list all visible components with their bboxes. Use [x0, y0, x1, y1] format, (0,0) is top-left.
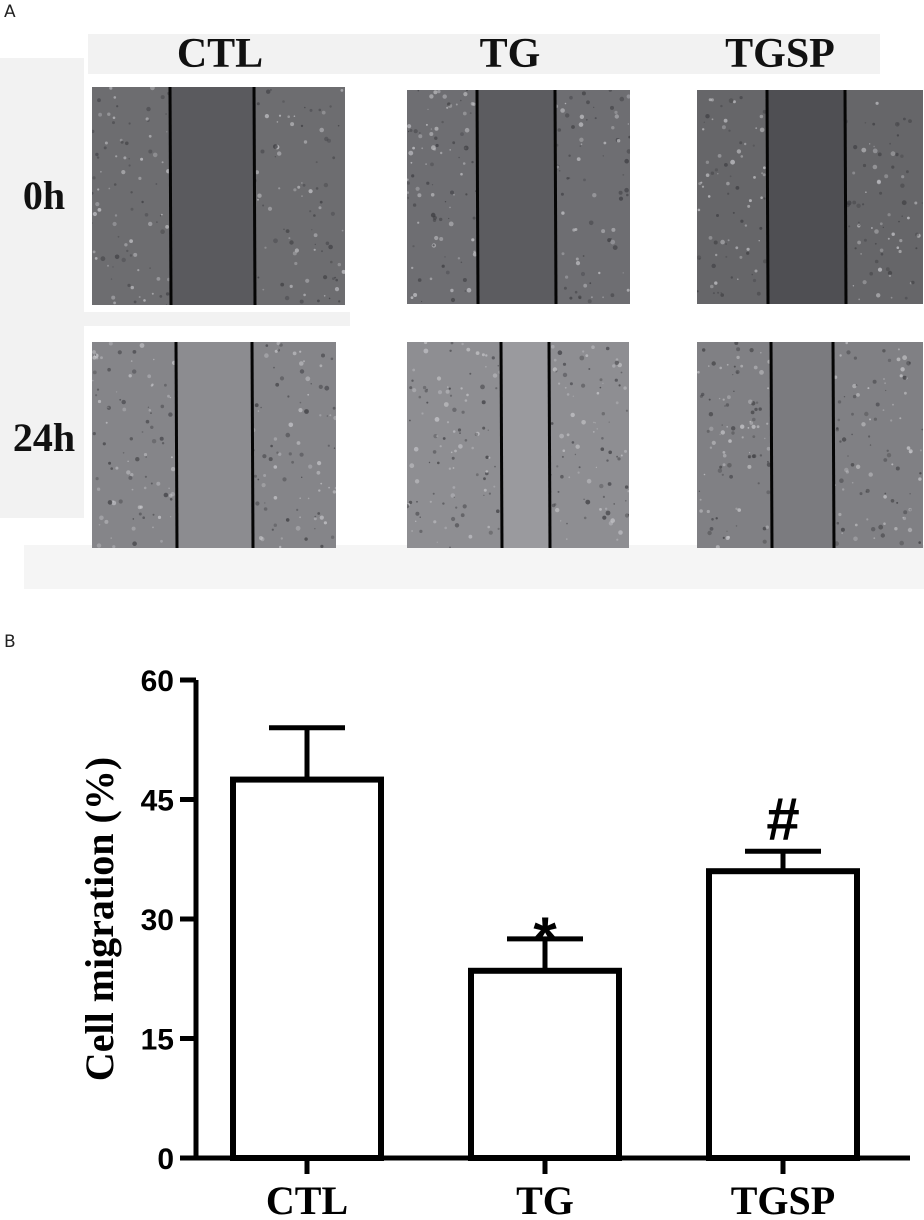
bar-ctl [230, 776, 384, 1161]
micrograph-tgsp-24h [697, 342, 923, 548]
micrograph-tg-24h [407, 342, 629, 548]
bar-chart: 0 15 30 45 60 Cell migration (%) CTL TG * TGSP # [77, 665, 910, 1220]
bar-tgsp [706, 868, 860, 1161]
x-tick-label-ctl: CTL [266, 1178, 348, 1220]
panel-b-letter: B [4, 632, 16, 652]
significance-marker-tg: * [533, 905, 557, 972]
y-tick-label-60: 60 [141, 665, 174, 698]
y-tick-label-15: 15 [141, 1024, 174, 1057]
micrograph-ctl-0h [92, 87, 345, 305]
panel-a-letter: A [4, 2, 16, 22]
micrograph-tgsp-0h [697, 90, 923, 304]
column-label-tg: TG [479, 31, 541, 77]
bar-tg [468, 967, 622, 1161]
row-label-0h: 0h [22, 173, 66, 218]
y-tick-label-0: 0 [157, 1143, 174, 1176]
y-tick-label-30: 30 [141, 904, 174, 937]
panel-a: A CTL TG TGSP 0h 24h [0, 0, 924, 600]
micrograph-ctl-24h [92, 342, 336, 548]
micrograph-tg-0h [407, 90, 630, 304]
row-label-24h: 24h [12, 415, 76, 460]
x-tick-label-tg: TG [516, 1178, 574, 1220]
y-tick-label-45: 45 [141, 785, 174, 818]
column-label-tgsp: TGSP [725, 31, 835, 77]
significance-marker-tgsp: # [766, 785, 799, 852]
column-label-ctl: CTL [176, 31, 264, 77]
y-axis-label: Cell migration (%) [77, 757, 122, 1081]
x-tick-label-tgsp: TGSP [731, 1178, 835, 1220]
